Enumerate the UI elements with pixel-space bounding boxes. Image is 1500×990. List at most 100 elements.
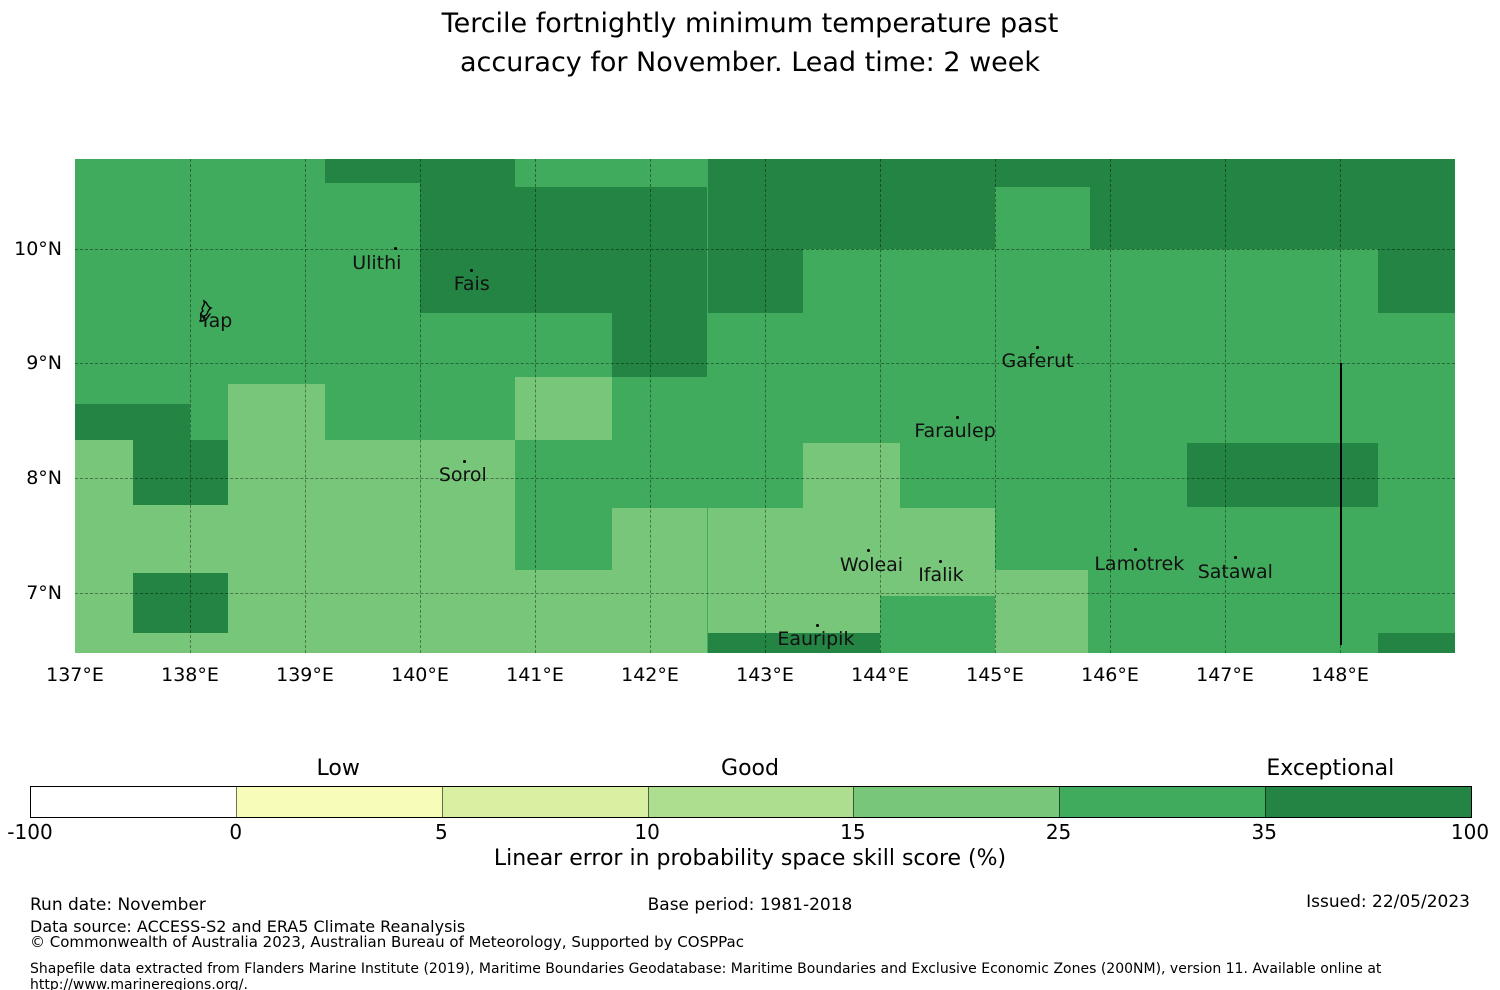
x-axis-tick-label: 148°E — [1311, 664, 1369, 686]
x-axis-tick-label: 137°E — [46, 664, 104, 686]
island-marker-dot — [1036, 345, 1040, 349]
meridian-gridline — [535, 159, 536, 653]
y-axis-tick-label: 7°N — [26, 582, 62, 605]
footer-run-date: Run date: November — [30, 895, 206, 915]
island-label: Yap — [199, 310, 233, 333]
x-axis-tick-label: 139°E — [276, 664, 334, 686]
island-marker-dot — [394, 247, 398, 251]
y-axis-tick-label: 8°N — [26, 467, 62, 490]
colorbar-segment — [853, 787, 1060, 817]
map-data-cell — [515, 570, 613, 653]
x-axis-tick-label: 141°E — [506, 664, 564, 686]
colorbar-segment — [441, 787, 648, 817]
island-marker-dot — [939, 559, 943, 563]
island-label: Sorol — [438, 464, 487, 487]
island-marker-dot — [1233, 556, 1237, 560]
map-data-cell — [1187, 442, 1378, 508]
colorbar-tick-label: 5 — [435, 820, 448, 844]
meridian-gridline — [190, 159, 191, 653]
island-marker-dot — [867, 549, 870, 553]
footer-data-source: Data source: ACCESS-S2 and ERA5 Climate … — [30, 917, 466, 936]
colorbar-tick-label: 35 — [1251, 820, 1277, 844]
parallel-gridline — [75, 248, 1455, 250]
island-marker-dot — [816, 623, 820, 627]
meridian-gridline — [420, 159, 421, 653]
x-axis-tick-label: 140°E — [391, 664, 449, 686]
meridian-gridline — [995, 159, 996, 653]
footer-base-period: Base period: 1981-2018 — [647, 895, 853, 915]
colorbar-tick-label: -100 — [7, 820, 53, 844]
island-label: Gaferut — [1001, 350, 1074, 373]
colorbar-tick-label: 25 — [1045, 820, 1072, 844]
island-label: Ifalik — [918, 564, 964, 587]
map-data-cell — [75, 403, 190, 441]
x-axis-tick-label: 142°E — [621, 664, 679, 686]
chart-title-line1: Tercile fortnightly minimum temperature … — [441, 8, 1059, 39]
colorbar-tick-label: 0 — [229, 820, 243, 844]
island-marker-dot — [463, 459, 467, 463]
map-data-cell — [612, 508, 708, 653]
colorbar-axis-label: Linear error in probability space skill … — [493, 846, 1007, 871]
y-axis-tick-label: 9°N — [26, 352, 62, 375]
map-data-cell — [707, 508, 880, 634]
map-data-cell — [75, 504, 228, 573]
map-data-cell — [612, 186, 708, 378]
meridian-gridline — [880, 159, 881, 653]
parallel-gridline — [75, 593, 1455, 595]
chart-title-line2: accuracy for November. Lead time: 2 week — [459, 47, 1041, 78]
map-plot-area: Yap Ulithi Fais Sorol Gaferut Faraulep Woleai I… — [75, 159, 1455, 653]
eez-boundary-line — [1340, 363, 1342, 645]
map-data-cell — [880, 508, 995, 596]
island-label: Lamotrek — [1094, 552, 1185, 575]
chart-title: Tercile fortnightly minimum temperature … — [0, 4, 1500, 82]
island-marker-dot — [470, 268, 474, 272]
map-data-cell — [515, 377, 613, 441]
map-data-cell — [802, 442, 900, 509]
x-axis-tick-label: 144°E — [851, 664, 909, 686]
map-data-cell — [75, 440, 133, 505]
x-axis-tick-label: 147°E — [1196, 664, 1254, 686]
map-data-cell — [324, 159, 420, 184]
island-label: Ulithi — [352, 251, 402, 274]
map-data-cell — [132, 572, 228, 634]
y-axis-tick-label: 10°N — [14, 237, 62, 260]
map-data-cell — [1377, 248, 1455, 313]
colorbar — [30, 786, 1472, 818]
map-data-cell — [1090, 159, 1455, 249]
map-data-cell — [75, 633, 228, 653]
island-label: Woleai — [839, 553, 904, 576]
map-data-cell — [515, 186, 613, 313]
x-axis-tick-label: 138°E — [161, 664, 219, 686]
x-axis-tick-label: 145°E — [966, 664, 1024, 686]
yap-island-shape — [195, 293, 219, 325]
island-label: Faraulep — [914, 420, 996, 443]
colorbar-tick-label: 10 — [634, 820, 660, 844]
map-data-cell — [995, 159, 1091, 187]
map-data-cell — [802, 159, 995, 249]
colorbar-segment — [1059, 787, 1266, 817]
colorbar-quality-label: Good — [721, 756, 779, 781]
map-data-cell — [1377, 633, 1455, 653]
island-label: Fais — [453, 273, 490, 296]
footer-shapefile-credit: Shapefile data extracted from Flanders M… — [30, 961, 1382, 990]
map-data-cell — [420, 159, 516, 313]
map-data-cell — [324, 440, 516, 653]
parallel-gridline — [75, 478, 1455, 480]
meridian-gridline — [1110, 159, 1111, 653]
island-marker-dot — [1133, 548, 1137, 552]
x-axis-tick-label: 146°E — [1081, 664, 1139, 686]
island-label: Satawal — [1197, 560, 1273, 583]
map-data-cell — [707, 159, 803, 313]
colorbar-segment — [235, 787, 442, 817]
footer-issued-date: Issued: 22/05/2023 — [1306, 892, 1470, 912]
colorbar-tick-label: 15 — [840, 820, 866, 844]
meridian-gridline — [650, 159, 651, 653]
colorbar-quality-label: Low — [316, 756, 360, 781]
colorbar-segment — [31, 787, 236, 817]
meridian-gridline — [305, 159, 306, 653]
island-label: Eauripik — [777, 628, 855, 651]
colorbar-quality-label: Exceptional — [1266, 756, 1395, 781]
x-axis-tick-label: 143°E — [736, 664, 794, 686]
meridian-gridline — [1225, 159, 1226, 653]
